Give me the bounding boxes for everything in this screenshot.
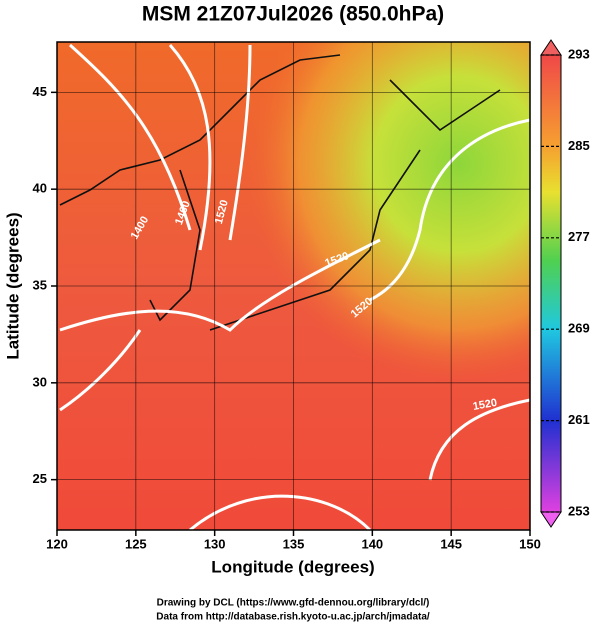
x-tick-label: 120 [46, 536, 68, 551]
colorbar-upper-arrow [540, 39, 562, 56]
colorbar-tick-label: 269 [568, 321, 590, 336]
x-tick-label: 140 [361, 536, 383, 551]
colorbar-lower-arrow [540, 511, 562, 528]
colorbar-tick-label: 285 [568, 138, 590, 153]
x-axis-label: Longitude (degrees) [211, 557, 374, 576]
x-tick-label: 135 [283, 536, 305, 551]
x-tick-label: 150 [519, 536, 541, 551]
contour-label: 1520 [472, 397, 498, 413]
x-tick-label: 130 [204, 536, 226, 551]
title: MSM 21Z07Jul2026 (850.0hPa) [142, 3, 444, 26]
y-axis-label: Latitude (degrees) [3, 212, 22, 359]
x-tick-label: 145 [440, 536, 462, 551]
y-tick-label: 30 [33, 374, 47, 389]
colorbar-tick-label: 253 [568, 503, 590, 518]
footer-line: Data from http://database.rish.kyoto-u.a… [156, 612, 430, 623]
colorbar [540, 54, 562, 513]
y-tick-label: 25 [33, 471, 47, 486]
colorbar-tick-label: 277 [568, 229, 590, 244]
colorbar-tick-label: 293 [568, 46, 590, 61]
y-tick-label: 40 [33, 181, 47, 196]
x-tick-label: 125 [125, 536, 147, 551]
coastline [59, 54, 501, 331]
colorbar-tick-label: 261 [568, 412, 590, 427]
y-tick-label: 45 [33, 84, 47, 99]
footer-line: Drawing by DCL (https://www.gfd-dennou.o… [157, 598, 430, 609]
contours [59, 43, 530, 530]
y-tick-label: 35 [33, 277, 47, 292]
